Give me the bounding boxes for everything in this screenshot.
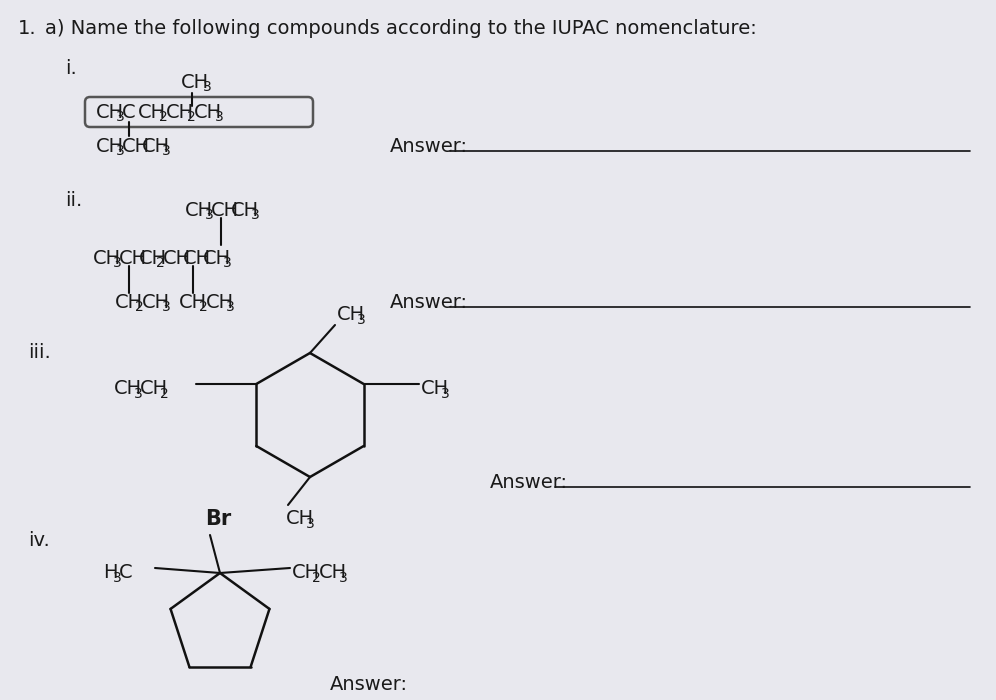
Text: CH: CH	[142, 293, 170, 312]
Text: CH: CH	[337, 305, 366, 325]
Text: i.: i.	[65, 59, 77, 78]
Text: 3: 3	[203, 80, 212, 94]
Text: CH: CH	[142, 136, 170, 155]
Text: 3: 3	[226, 300, 235, 314]
Text: 3: 3	[306, 517, 315, 531]
Text: CH: CH	[119, 248, 147, 267]
Text: CH: CH	[179, 293, 207, 312]
Text: CH: CH	[211, 200, 239, 220]
Text: CH: CH	[231, 200, 259, 220]
Text: Answer:: Answer:	[490, 473, 568, 491]
Text: CH: CH	[96, 102, 124, 122]
Text: CH: CH	[140, 379, 168, 398]
Text: H: H	[103, 564, 118, 582]
Text: CH: CH	[420, 379, 449, 398]
Text: CH: CH	[115, 293, 143, 312]
Text: 3: 3	[440, 387, 449, 401]
Text: CH: CH	[138, 102, 166, 122]
Text: CH: CH	[206, 293, 234, 312]
Text: 3: 3	[116, 110, 124, 124]
Text: 3: 3	[113, 256, 122, 270]
Text: CH: CH	[93, 248, 122, 267]
Text: a) Name the following compounds according to the IUPAC nomenclature:: a) Name the following compounds accordin…	[45, 18, 757, 38]
Text: CH: CH	[319, 564, 348, 582]
Text: C: C	[122, 102, 135, 122]
Text: 3: 3	[116, 144, 124, 158]
Text: Answer:: Answer:	[330, 676, 408, 694]
Text: 3: 3	[205, 208, 214, 222]
Text: C: C	[119, 564, 132, 582]
Text: CH: CH	[122, 136, 150, 155]
Text: 2: 2	[156, 256, 164, 270]
Text: iii.: iii.	[28, 342, 51, 361]
Text: 3: 3	[113, 571, 122, 585]
Text: CH: CH	[203, 248, 231, 267]
Text: 2: 2	[160, 387, 169, 401]
Text: 3: 3	[357, 313, 366, 327]
Text: CH: CH	[163, 248, 191, 267]
Text: 3: 3	[215, 110, 224, 124]
Text: Answer:: Answer:	[390, 293, 468, 312]
Text: CH: CH	[115, 379, 142, 398]
Text: CH: CH	[286, 510, 314, 528]
Text: CH: CH	[183, 248, 211, 267]
Text: iv.: iv.	[28, 531, 50, 550]
Text: 2: 2	[159, 110, 167, 124]
Text: Br: Br	[205, 509, 231, 529]
Text: CH: CH	[194, 102, 222, 122]
Text: CH: CH	[181, 73, 209, 92]
Text: Answer:: Answer:	[390, 136, 468, 155]
Text: CH: CH	[96, 136, 124, 155]
Text: 3: 3	[162, 300, 170, 314]
Text: 2: 2	[187, 110, 196, 124]
Text: CH: CH	[292, 564, 320, 582]
Text: 3: 3	[251, 208, 260, 222]
Text: ii.: ii.	[65, 190, 83, 209]
Text: 3: 3	[339, 571, 348, 585]
Text: 3: 3	[162, 144, 170, 158]
Text: CH: CH	[166, 102, 194, 122]
Text: 2: 2	[199, 300, 208, 314]
Text: 2: 2	[312, 571, 321, 585]
Text: 2: 2	[135, 300, 143, 314]
Text: 3: 3	[223, 256, 232, 270]
Text: 3: 3	[134, 387, 143, 401]
Text: 1.: 1.	[18, 18, 37, 38]
Text: CH: CH	[139, 248, 167, 267]
Text: CH: CH	[185, 200, 213, 220]
